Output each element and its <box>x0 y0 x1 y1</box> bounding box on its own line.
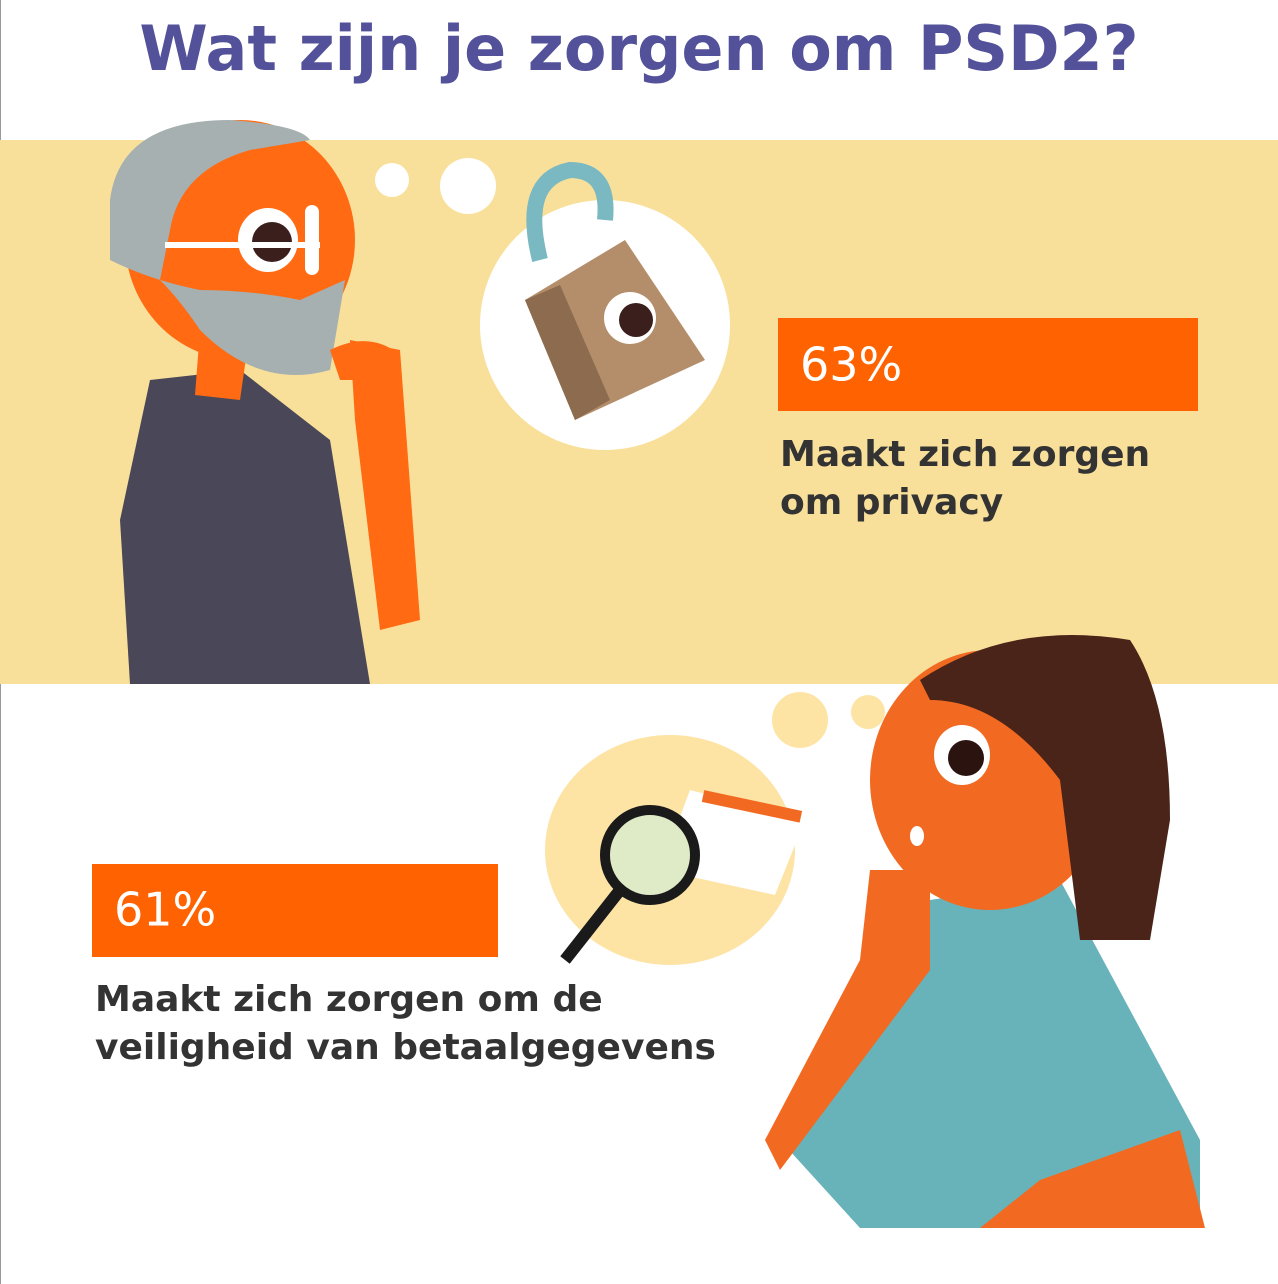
old-man-illustration <box>110 120 730 684</box>
caption-line: om privacy <box>780 482 1003 523</box>
caption-line: veiligheid van betaalgegevens <box>95 1027 716 1068</box>
stat-bar <box>92 864 498 957</box>
young-man-illustration <box>545 635 1205 1228</box>
stat-bar <box>778 318 1198 411</box>
caption-line: Maakt zich zorgen om de <box>95 979 603 1020</box>
caption-line: Maakt zich zorgen <box>780 434 1150 475</box>
stat: 61% <box>114 883 216 937</box>
title: Wat zijn je zorgen om PSD2? <box>139 12 1138 85</box>
stat: 63% <box>800 338 902 392</box>
